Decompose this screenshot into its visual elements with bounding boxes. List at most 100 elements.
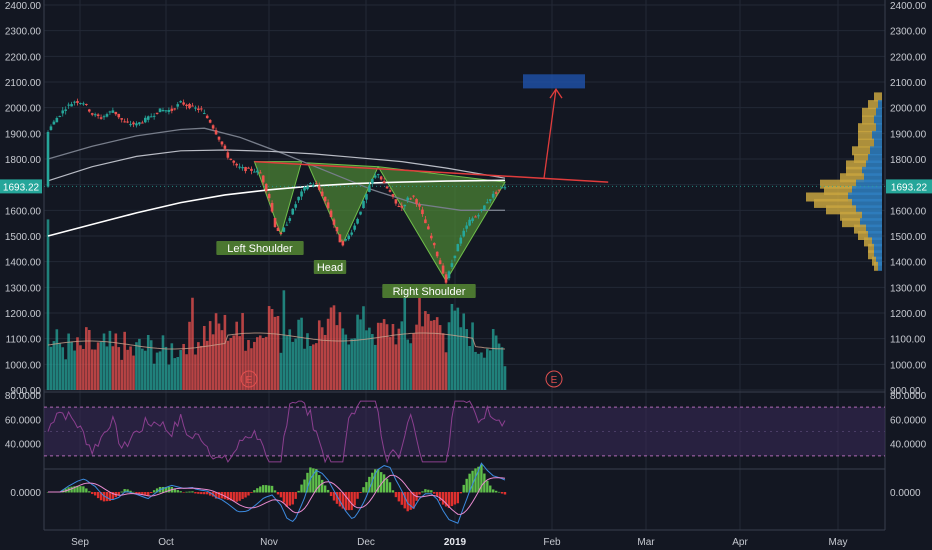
macd-signal-line <box>48 474 506 515</box>
volume-bar <box>315 343 318 390</box>
macd-histogram-bar <box>394 492 398 498</box>
candle-body <box>424 219 427 224</box>
candle-body <box>202 113 206 115</box>
target-zone-box <box>523 74 585 89</box>
candle-body <box>211 125 215 129</box>
candle-body <box>235 163 238 166</box>
price-tick-right: 1500.00 <box>890 232 927 243</box>
macd-histogram-bar <box>433 492 436 494</box>
volume-bar <box>500 347 504 390</box>
volume-bar <box>388 337 392 390</box>
macd-histogram-bar <box>123 489 126 493</box>
date-tick-label: Dec <box>357 537 375 548</box>
candle-body <box>93 114 97 116</box>
candle-body <box>294 204 297 208</box>
candle-body <box>214 130 218 135</box>
candle-body <box>176 104 180 107</box>
candle-body <box>303 186 306 191</box>
candle-body <box>279 233 283 235</box>
candle-body <box>194 107 197 109</box>
volume-bar <box>450 303 454 390</box>
volume-bar <box>87 329 91 390</box>
volume-bar <box>270 309 274 390</box>
volume-bar <box>312 344 315 390</box>
macd-histogram-bar <box>459 492 462 494</box>
volume-bar <box>179 350 182 390</box>
candle-body <box>135 123 138 126</box>
macd-histogram-bar <box>489 485 492 493</box>
volume-bar <box>114 333 118 390</box>
annotation-right-shoulder: Right Shoulder <box>393 286 466 298</box>
macd-histogram-bar <box>111 492 115 500</box>
price-tick-left: 2300.00 <box>5 27 42 38</box>
macd-histogram-bar <box>365 482 368 493</box>
candle-body <box>388 190 392 192</box>
macd-histogram-bar <box>147 492 150 496</box>
macd-histogram-bar <box>332 492 336 501</box>
candle-body <box>444 274 448 283</box>
volume-bar <box>141 348 144 390</box>
volume-bar <box>232 335 236 390</box>
volume-bar <box>76 337 79 390</box>
volume-bar <box>382 319 386 390</box>
macd-histogram-bar <box>144 492 147 496</box>
macd-histogram-bar <box>477 466 480 493</box>
candle-body <box>453 255 457 259</box>
volume-bar <box>338 312 342 390</box>
candle-body <box>49 126 53 130</box>
volume-bar <box>70 341 73 390</box>
macd-histogram-bar <box>241 492 244 499</box>
macd-histogram-bar <box>273 490 277 493</box>
volume-bar <box>282 290 286 390</box>
macd-histogram-bar <box>441 492 445 505</box>
volume-bar <box>226 340 230 390</box>
candle-body <box>205 115 209 119</box>
candle-body <box>73 101 76 103</box>
macd-histogram-bar <box>197 492 200 494</box>
price-tick-left: 2200.00 <box>5 52 42 63</box>
volume-profile-down <box>856 205 882 215</box>
volume-bar <box>297 319 300 390</box>
macd-histogram-bar <box>444 492 448 507</box>
candle-body <box>353 225 356 230</box>
candle-body <box>229 158 233 160</box>
macd-histogram-bar <box>427 489 430 493</box>
macd-histogram-bar <box>232 492 235 502</box>
candle-body <box>79 103 82 105</box>
volume-profile-up <box>814 198 852 208</box>
volume-bar <box>267 306 271 390</box>
macd-histogram-bar <box>430 490 433 493</box>
candle-body <box>197 108 200 111</box>
volume-bar <box>135 342 138 390</box>
volume-bar <box>152 363 156 390</box>
candle-body <box>161 109 165 112</box>
pattern-triangle <box>253 161 303 237</box>
volume-bar <box>67 333 70 390</box>
volume-bar <box>52 341 56 390</box>
annotation-head: Head <box>317 262 343 274</box>
volume-bar <box>214 313 218 390</box>
volume-bar <box>202 325 206 390</box>
volume-profile-down <box>866 160 882 170</box>
candle-body <box>474 216 477 218</box>
volume-bar <box>276 315 280 390</box>
rsi-tick-left: 40.0000 <box>5 440 42 451</box>
volume-bar <box>424 311 427 390</box>
volume-profile-up <box>820 179 856 189</box>
macd-histogram-bar <box>85 488 88 493</box>
volume-bar <box>155 352 159 390</box>
candle-body <box>338 234 342 243</box>
volume-bar <box>191 297 194 390</box>
volume-bar <box>444 352 448 390</box>
volume-bar <box>441 333 445 390</box>
macd-histogram-bar <box>323 485 327 493</box>
candle-body <box>99 117 103 119</box>
volume-bar <box>341 328 345 390</box>
macd-histogram-bar <box>359 492 362 493</box>
candle-body <box>468 219 471 226</box>
candle-body <box>503 187 507 189</box>
volume-bar <box>456 307 460 390</box>
price-tick-left: 1200.00 <box>5 309 42 320</box>
volume-bar <box>58 343 62 390</box>
